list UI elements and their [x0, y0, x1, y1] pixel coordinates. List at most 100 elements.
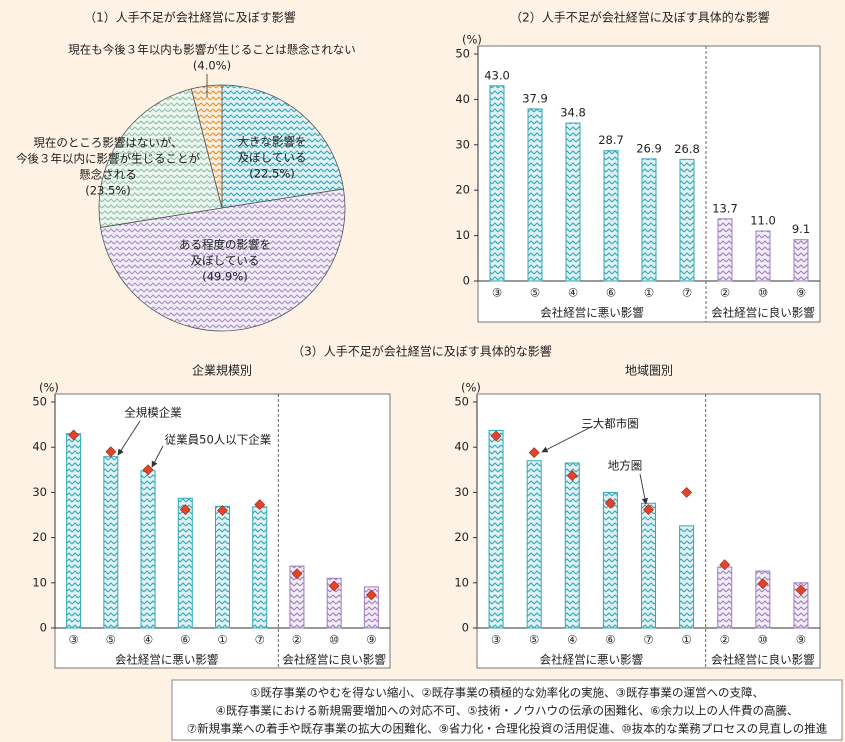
series-annotation: 全規模企業: [124, 406, 182, 420]
diamond-marker: [179, 504, 191, 516]
annotation-arrow: [151, 445, 164, 468]
diamond-marker: [528, 447, 540, 459]
bar: [564, 462, 580, 629]
diamond-marker: [795, 584, 807, 596]
x-tick-label: ⑩: [329, 633, 339, 647]
x-tick-label: ①: [217, 633, 227, 647]
x-tick-label: ⑩: [758, 633, 768, 647]
group-label: 会社経営に悪い影響: [115, 653, 219, 667]
y-axis-label: (%): [462, 33, 482, 47]
slice-label: 懸念される: [79, 168, 137, 182]
diamond-marker: [757, 578, 769, 590]
y-tick-label: 20: [455, 183, 470, 197]
x-tick-label: ⑨: [366, 633, 376, 647]
value-label: 26.8: [674, 142, 700, 156]
slice-label: 現在も今後３年以内も影響が生じることは懸念されない: [68, 43, 356, 57]
x-tick-label: ③: [492, 286, 502, 300]
x-tick-label: ⑥: [606, 286, 616, 300]
y-tick-label: 20: [32, 530, 47, 544]
bar: [489, 85, 505, 282]
y-axis-label: (%): [39, 381, 59, 395]
x-tick-label: ②: [292, 633, 302, 647]
bar: [641, 502, 656, 629]
group-label: 会社経営に良い影響: [711, 306, 815, 320]
x-tick-label: ①: [681, 633, 691, 647]
value-label: 11.0: [750, 214, 776, 228]
y-tick-label: 30: [455, 137, 470, 151]
bar: [755, 230, 771, 282]
x-tick-label: ⑤: [530, 286, 540, 300]
diamond-marker: [490, 430, 502, 442]
bar: [641, 158, 657, 282]
bar: [565, 122, 581, 282]
annotation-arrow: [639, 473, 648, 505]
annotation-arrow: [117, 420, 141, 456]
bar: [793, 239, 809, 282]
note-line: ①既存事業のやむを得ない縮小、②既存事業の積極的な効率化の実施、③既存事業の運営…: [250, 686, 764, 700]
slice-label: 大きな影響を: [238, 135, 307, 149]
x-tick-label: ⑦: [255, 633, 265, 647]
slice-value-label: (49.9%): [202, 270, 248, 284]
value-label: 28.7: [598, 133, 624, 147]
section-title: （3）人手不足が会社経営に及ぼす具体的な影響: [292, 344, 552, 359]
value-label: 13.7: [712, 201, 738, 215]
bar: [252, 506, 268, 629]
y-tick-label: 50: [32, 395, 47, 409]
pie-slice: [221, 84, 344, 209]
bar: [140, 470, 156, 629]
x-tick-label: ③: [491, 633, 501, 647]
x-tick-label: ⑦: [682, 286, 692, 300]
x-tick-label: ⑩: [758, 286, 768, 300]
x-tick-label: ①: [644, 286, 654, 300]
y-tick-label: 30: [454, 485, 469, 499]
y-tick-label: 40: [454, 440, 469, 454]
group-label: 会社経営に悪い影響: [540, 653, 644, 667]
pie-slice: [190, 84, 223, 209]
y-axis-label: (%): [461, 381, 481, 395]
x-tick-label: ③: [68, 633, 78, 647]
slice-label: 及ぼしている: [238, 151, 307, 165]
bar: [602, 491, 618, 629]
bar: [289, 565, 305, 629]
slice-value-label: (23.5%): [85, 184, 131, 198]
chart-title: （1）人手不足が会社経営に及ぼす影響: [84, 10, 296, 25]
slice-label: 今後３年以内に影響が生じることが: [16, 152, 200, 166]
diamond-marker: [681, 486, 693, 498]
x-tick-label: ⑨: [796, 633, 806, 647]
x-tick-label: ④: [143, 633, 153, 647]
bar: [793, 582, 809, 629]
bar: [66, 433, 82, 629]
diamond-marker: [68, 429, 80, 441]
value-label: 34.8: [560, 106, 586, 120]
x-tick-label: ②: [720, 633, 730, 647]
group-label: 会社経営に悪い影響: [540, 306, 644, 320]
x-tick-label: ⑤: [529, 633, 539, 647]
y-tick-label: 10: [32, 575, 47, 589]
x-tick-label: ⑦: [643, 633, 653, 647]
bar: [717, 566, 733, 629]
diamond-marker: [566, 470, 578, 482]
bar: [215, 505, 230, 629]
bar: [527, 108, 543, 282]
x-tick-label: ②: [720, 286, 730, 300]
bar: [717, 218, 733, 282]
x-tick-label: ④: [567, 633, 577, 647]
diamond-marker: [254, 499, 266, 511]
group-label: 会社経営に良い影響: [711, 653, 815, 667]
diamond-marker: [328, 580, 340, 592]
y-tick-label: 50: [454, 395, 469, 409]
group-label: 会社経営に良い影響: [282, 653, 386, 667]
bar: [679, 525, 695, 629]
x-tick-label: ⑤: [106, 633, 116, 647]
y-tick-label: 10: [455, 228, 470, 242]
series-annotation: 地方圏: [608, 459, 643, 473]
pie-slice: [98, 88, 223, 228]
y-tick-label: 20: [454, 530, 469, 544]
series-annotation: 三大都市圏: [581, 417, 639, 431]
chart-title: 地域圏別: [625, 364, 673, 378]
note-line: ⑦新規事業への着手や既存事業の拡大の困難化、⑨省力化・合理化投資の活用促進、⑩抜…: [187, 722, 828, 736]
slice-label: 及ぼしている: [191, 254, 260, 268]
bar: [363, 586, 379, 629]
x-tick-label: ⑨: [796, 286, 806, 300]
